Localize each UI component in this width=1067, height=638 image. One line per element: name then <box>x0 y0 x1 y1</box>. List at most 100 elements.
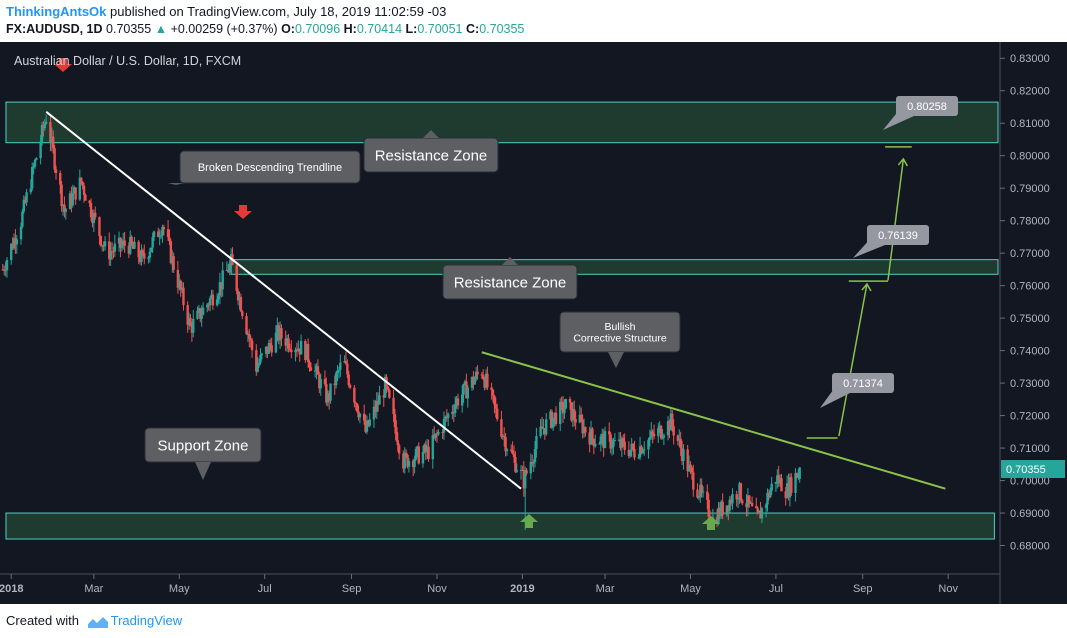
candle-body <box>481 375 485 380</box>
time-tick-label: Mar <box>596 583 615 595</box>
candle-body <box>201 307 205 315</box>
candle-body <box>414 448 418 460</box>
candle-body <box>245 316 248 334</box>
author-link[interactable]: ThinkingAntsOk <box>6 4 107 19</box>
candle-body <box>32 166 35 168</box>
candle-body <box>192 318 195 333</box>
candle-body <box>197 308 201 311</box>
candle-body <box>483 379 486 388</box>
target-value: 0.76139 <box>878 230 918 242</box>
candle-body <box>638 446 642 458</box>
candle-body <box>200 314 203 319</box>
candle-body <box>122 240 125 245</box>
lines-layer <box>45 111 946 490</box>
candle-body <box>715 517 719 524</box>
time-tick-label: May <box>680 583 701 595</box>
candle-body <box>308 362 311 368</box>
candle-body <box>196 310 199 319</box>
candle-body <box>235 265 238 291</box>
tradingview-link[interactable]: TradingView <box>110 613 183 628</box>
candle-body <box>239 296 243 312</box>
candle-body <box>182 287 185 306</box>
broken-trendline-callout: Broken Descending Trendline <box>168 150 361 185</box>
candle-body <box>510 449 513 451</box>
low-label: L: <box>405 22 418 36</box>
candle-body <box>413 459 416 467</box>
candle-body <box>404 452 408 455</box>
candle-body <box>158 236 161 238</box>
candle-body <box>437 432 440 435</box>
close-label: C: <box>466 22 480 36</box>
candle-body <box>760 508 764 519</box>
candle-body <box>543 428 547 435</box>
candle-body <box>117 237 121 244</box>
candle-body <box>172 255 175 270</box>
candle-body <box>599 436 603 444</box>
candle-body <box>33 159 37 167</box>
candle-body <box>631 443 635 450</box>
candle-body <box>463 381 467 384</box>
candle-body <box>221 270 224 290</box>
candle-body <box>346 363 349 375</box>
candle-body <box>745 503 748 508</box>
triangle-up-icon: ▲ <box>154 22 168 36</box>
time-axis[interactable]: 2018 Mar May Jul Sep Nov 2019 Mar May Jul Sep Nov <box>0 574 958 595</box>
candle-body <box>446 414 450 418</box>
candle-body <box>570 402 573 421</box>
candle-body <box>334 373 338 386</box>
candle-body <box>138 257 142 262</box>
candle-body <box>362 413 366 421</box>
price-tick-label: 0.81000 <box>1010 118 1050 130</box>
candle-body <box>123 240 126 246</box>
candle-body <box>288 348 292 350</box>
candle-body <box>738 483 741 499</box>
candle-body <box>666 421 670 436</box>
candle-body <box>619 439 622 448</box>
candle-body <box>455 398 458 405</box>
candle-body <box>280 328 283 339</box>
resistance-callout-upper-text: Resistance Zone <box>375 147 488 164</box>
price-axis[interactable]: 0.83000 0.82000 0.81000 0.80000 0.79000 0.780… <box>1000 53 1065 553</box>
candle-body <box>493 395 496 405</box>
candle-body <box>225 270 229 272</box>
candle-body <box>588 432 591 445</box>
candle-body <box>316 366 320 375</box>
candle-body <box>442 419 446 433</box>
candle-body <box>609 434 612 449</box>
time-tick-label: 2019 <box>510 583 534 595</box>
candle-body <box>388 389 391 398</box>
candle-body <box>767 492 771 498</box>
candle-body <box>514 457 517 472</box>
candle-body <box>208 298 212 306</box>
candle-body <box>162 226 166 230</box>
candle-body <box>718 507 722 517</box>
candle-body <box>637 457 640 459</box>
candle-body <box>297 348 300 351</box>
candle-body <box>241 311 244 317</box>
candle-body <box>189 317 192 326</box>
low-value: 0.70051 <box>417 22 463 36</box>
candle-body <box>71 193 75 206</box>
candle-body <box>386 386 390 390</box>
price-chart[interactable]: Broken Descending Trendline Resistance Zo… <box>0 42 1067 604</box>
time-tick-label: Mar <box>84 583 103 595</box>
candle-body <box>294 349 297 353</box>
candle-body <box>503 436 506 438</box>
candle-body <box>119 237 122 248</box>
candle-body <box>515 470 519 472</box>
candle-body <box>269 342 272 346</box>
candle-body <box>3 269 6 271</box>
created-with: Created with TradingView <box>6 613 182 629</box>
candle-body <box>171 255 174 264</box>
candle-body <box>441 432 444 434</box>
time-tick-label: 2018 <box>0 583 23 595</box>
candle-body <box>494 404 497 409</box>
candle-body <box>568 399 572 403</box>
target-label-1: 0.71374 <box>820 373 894 408</box>
candle-body <box>161 226 164 236</box>
created-with-text: Created with <box>6 613 79 628</box>
candle-body <box>211 294 215 306</box>
zone-1 <box>5 101 999 144</box>
price-tick-label: 0.80000 <box>1010 151 1050 163</box>
candle-body <box>721 501 724 515</box>
